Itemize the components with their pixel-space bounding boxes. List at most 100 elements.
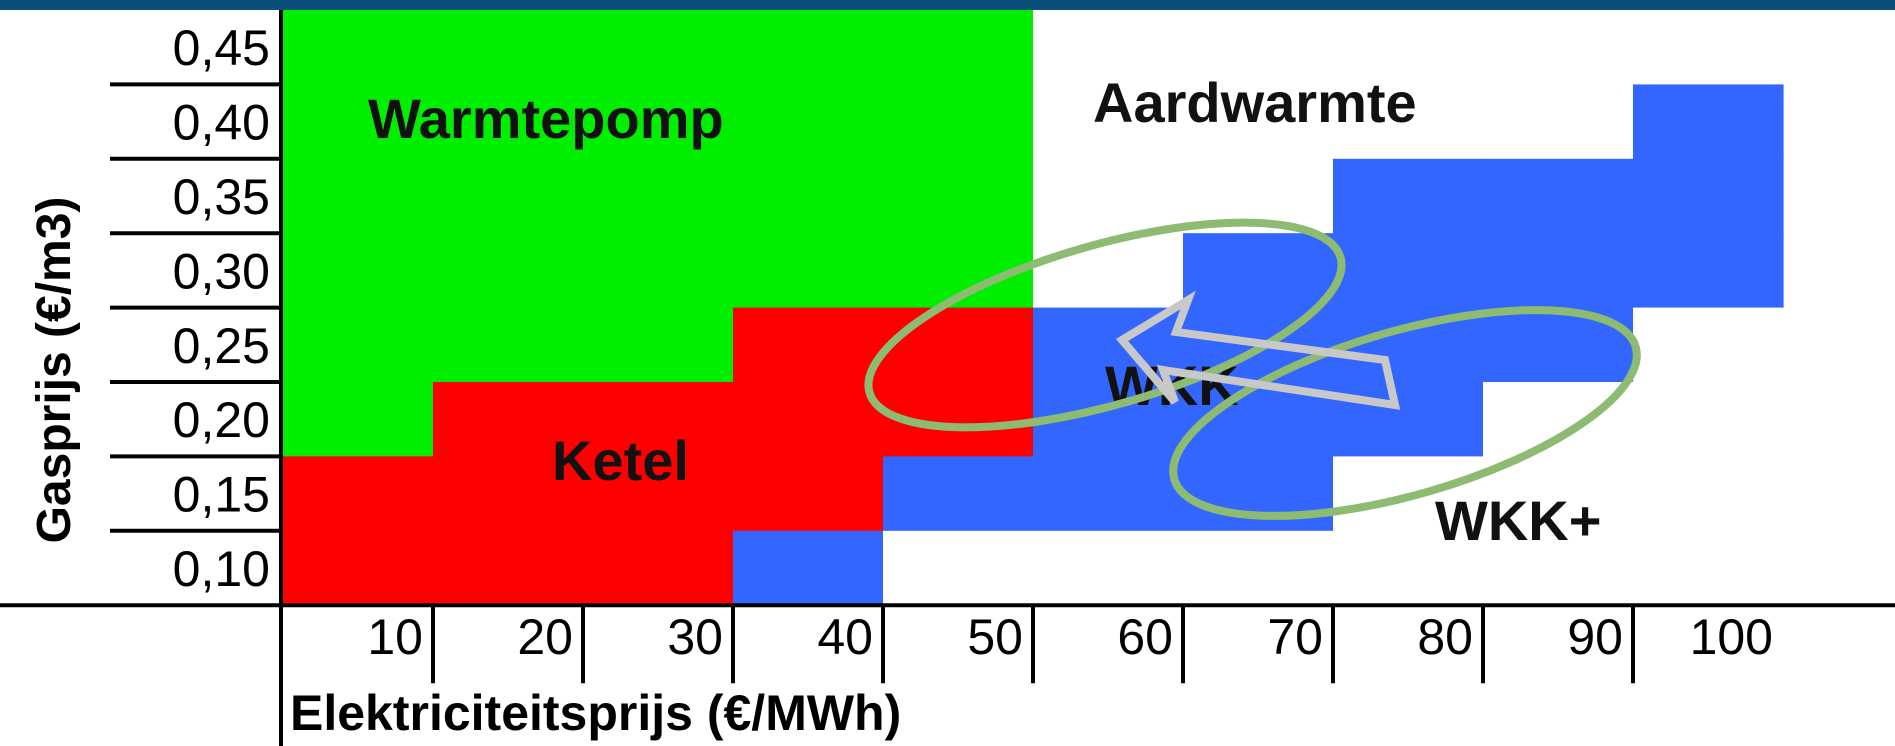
cell-warmtepomp [583,84,734,160]
cell-aardwarmte [1033,158,1184,234]
cell-ketel [583,382,734,457]
cell-wkkplus [1483,530,1634,606]
cell-aardwarmte [1333,10,1484,85]
x-tick-label: 50 [967,609,1023,665]
y-tick-label: 0,35 [173,169,270,225]
y-tick-label: 0,30 [173,243,270,299]
cell-warmtepomp [283,233,434,309]
cell-warmtepomp [283,307,434,383]
x-tick-label: 100 [1690,609,1773,665]
region-label: Aardwarmte [1093,71,1417,134]
x-axis-label: Elektriciteitsprijs (€/MWh) [290,685,901,741]
cell-wkk [1483,158,1634,234]
cell-wkk [1333,158,1484,234]
x-tick-label: 90 [1567,609,1623,665]
cell-warmtepomp [733,84,884,160]
cell-wkkplus [1183,530,1334,606]
cell-ketel [433,530,584,606]
cell-wkk [1633,84,1784,160]
cell-ketel [883,307,1034,383]
y-tick-label: 0,15 [173,467,270,523]
cell-ketel [733,307,884,383]
cell-warmtepomp [433,233,584,309]
region-label: Ketel [552,429,689,492]
cell-wkkplus [1633,382,1784,457]
cell-wkkplus [1633,456,1784,532]
y-tick-label: 0,20 [173,392,270,448]
cell-aardwarmte [1483,10,1634,85]
cell-wkk [1633,158,1784,234]
cell-ketel [283,530,434,606]
cell-warmtepomp [583,233,734,309]
x-tick-labels: 10 20 30 40 50 60 70 80 90 100 [367,605,1773,684]
cell-ketel [583,456,734,532]
cell-wkk [1333,233,1484,309]
cell-wkk [1033,456,1184,532]
cell-wkk [883,456,1034,532]
region-cells [283,10,1784,606]
x-tick-label: 80 [1417,609,1473,665]
cell-warmtepomp [433,307,584,383]
cell-ketel [433,382,584,457]
cell-aardwarmte [1033,84,1184,160]
top-band [0,0,1895,10]
y-axis-label: Gasprijs (€/m3) [28,197,81,544]
cell-warmtepomp [733,158,884,234]
cell-warmtepomp [583,158,734,234]
cell-aardwarmte [1633,307,1784,383]
cell-aardwarmte [1183,84,1334,160]
cell-wkkplus [1633,530,1784,606]
cell-warmtepomp [733,10,884,85]
cell-wkk [1483,233,1634,309]
x-tick-label: 30 [667,609,723,665]
cell-wkkplus [1483,456,1634,532]
annotation-arrow [1115,290,1401,410]
annotation-ellipse [1169,306,1641,520]
cell-ketel [433,456,584,532]
cell-warmtepomp [433,158,584,234]
cell-aardwarmte [1333,84,1484,160]
cell-aardwarmte [1033,233,1184,309]
cell-warmtepomp [283,158,434,234]
axes [0,10,1895,746]
y-tick-label: 0,10 [173,541,270,597]
cell-aardwarmte [1633,10,1784,85]
cell-wkkplus [1483,382,1634,457]
cell-warmtepomp [583,10,734,85]
cell-warmtepomp [283,10,434,85]
cell-warmtepomp [733,233,884,309]
x-tick-label: 40 [817,609,873,665]
cell-aardwarmte [1183,10,1334,85]
y-tick-label: 0,45 [173,20,270,76]
cell-wkk [1183,233,1334,309]
region-label: WKK+ [1435,489,1601,552]
y-tick-label: 0,25 [173,318,270,374]
cell-wkk [1333,382,1484,457]
cell-aardwarmte [1033,10,1184,85]
y-tick-labels: 0,45 0,40 0,35 0,30 0,25 0,20 0,15 0,10 [110,20,283,597]
y-tick-label: 0,40 [173,95,270,151]
cell-warmtepomp [433,84,584,160]
cell-ketel [733,456,884,532]
cell-wkk [733,530,884,606]
cell-ketel [733,382,884,457]
cell-wkkplus [1333,530,1484,606]
cell-ketel [583,530,734,606]
cell-warmtepomp [883,10,1034,85]
cell-wkkplus [1033,530,1184,606]
annotation-ellipse [864,218,1346,432]
cell-warmtepomp [883,158,1034,234]
cell-wkk [1633,233,1784,309]
x-tick-label: 20 [517,609,573,665]
cell-aardwarmte [1483,84,1634,160]
annotations [864,218,1641,520]
x-tick-label: 10 [367,609,423,665]
cell-ketel [283,456,434,532]
cell-warmtepomp [883,84,1034,160]
x-tick-label: 70 [1267,609,1323,665]
cell-warmtepomp [283,84,434,160]
cell-wkk [1183,456,1334,532]
cell-warmtepomp [433,10,584,85]
region-label: Warmtepomp [368,87,724,150]
